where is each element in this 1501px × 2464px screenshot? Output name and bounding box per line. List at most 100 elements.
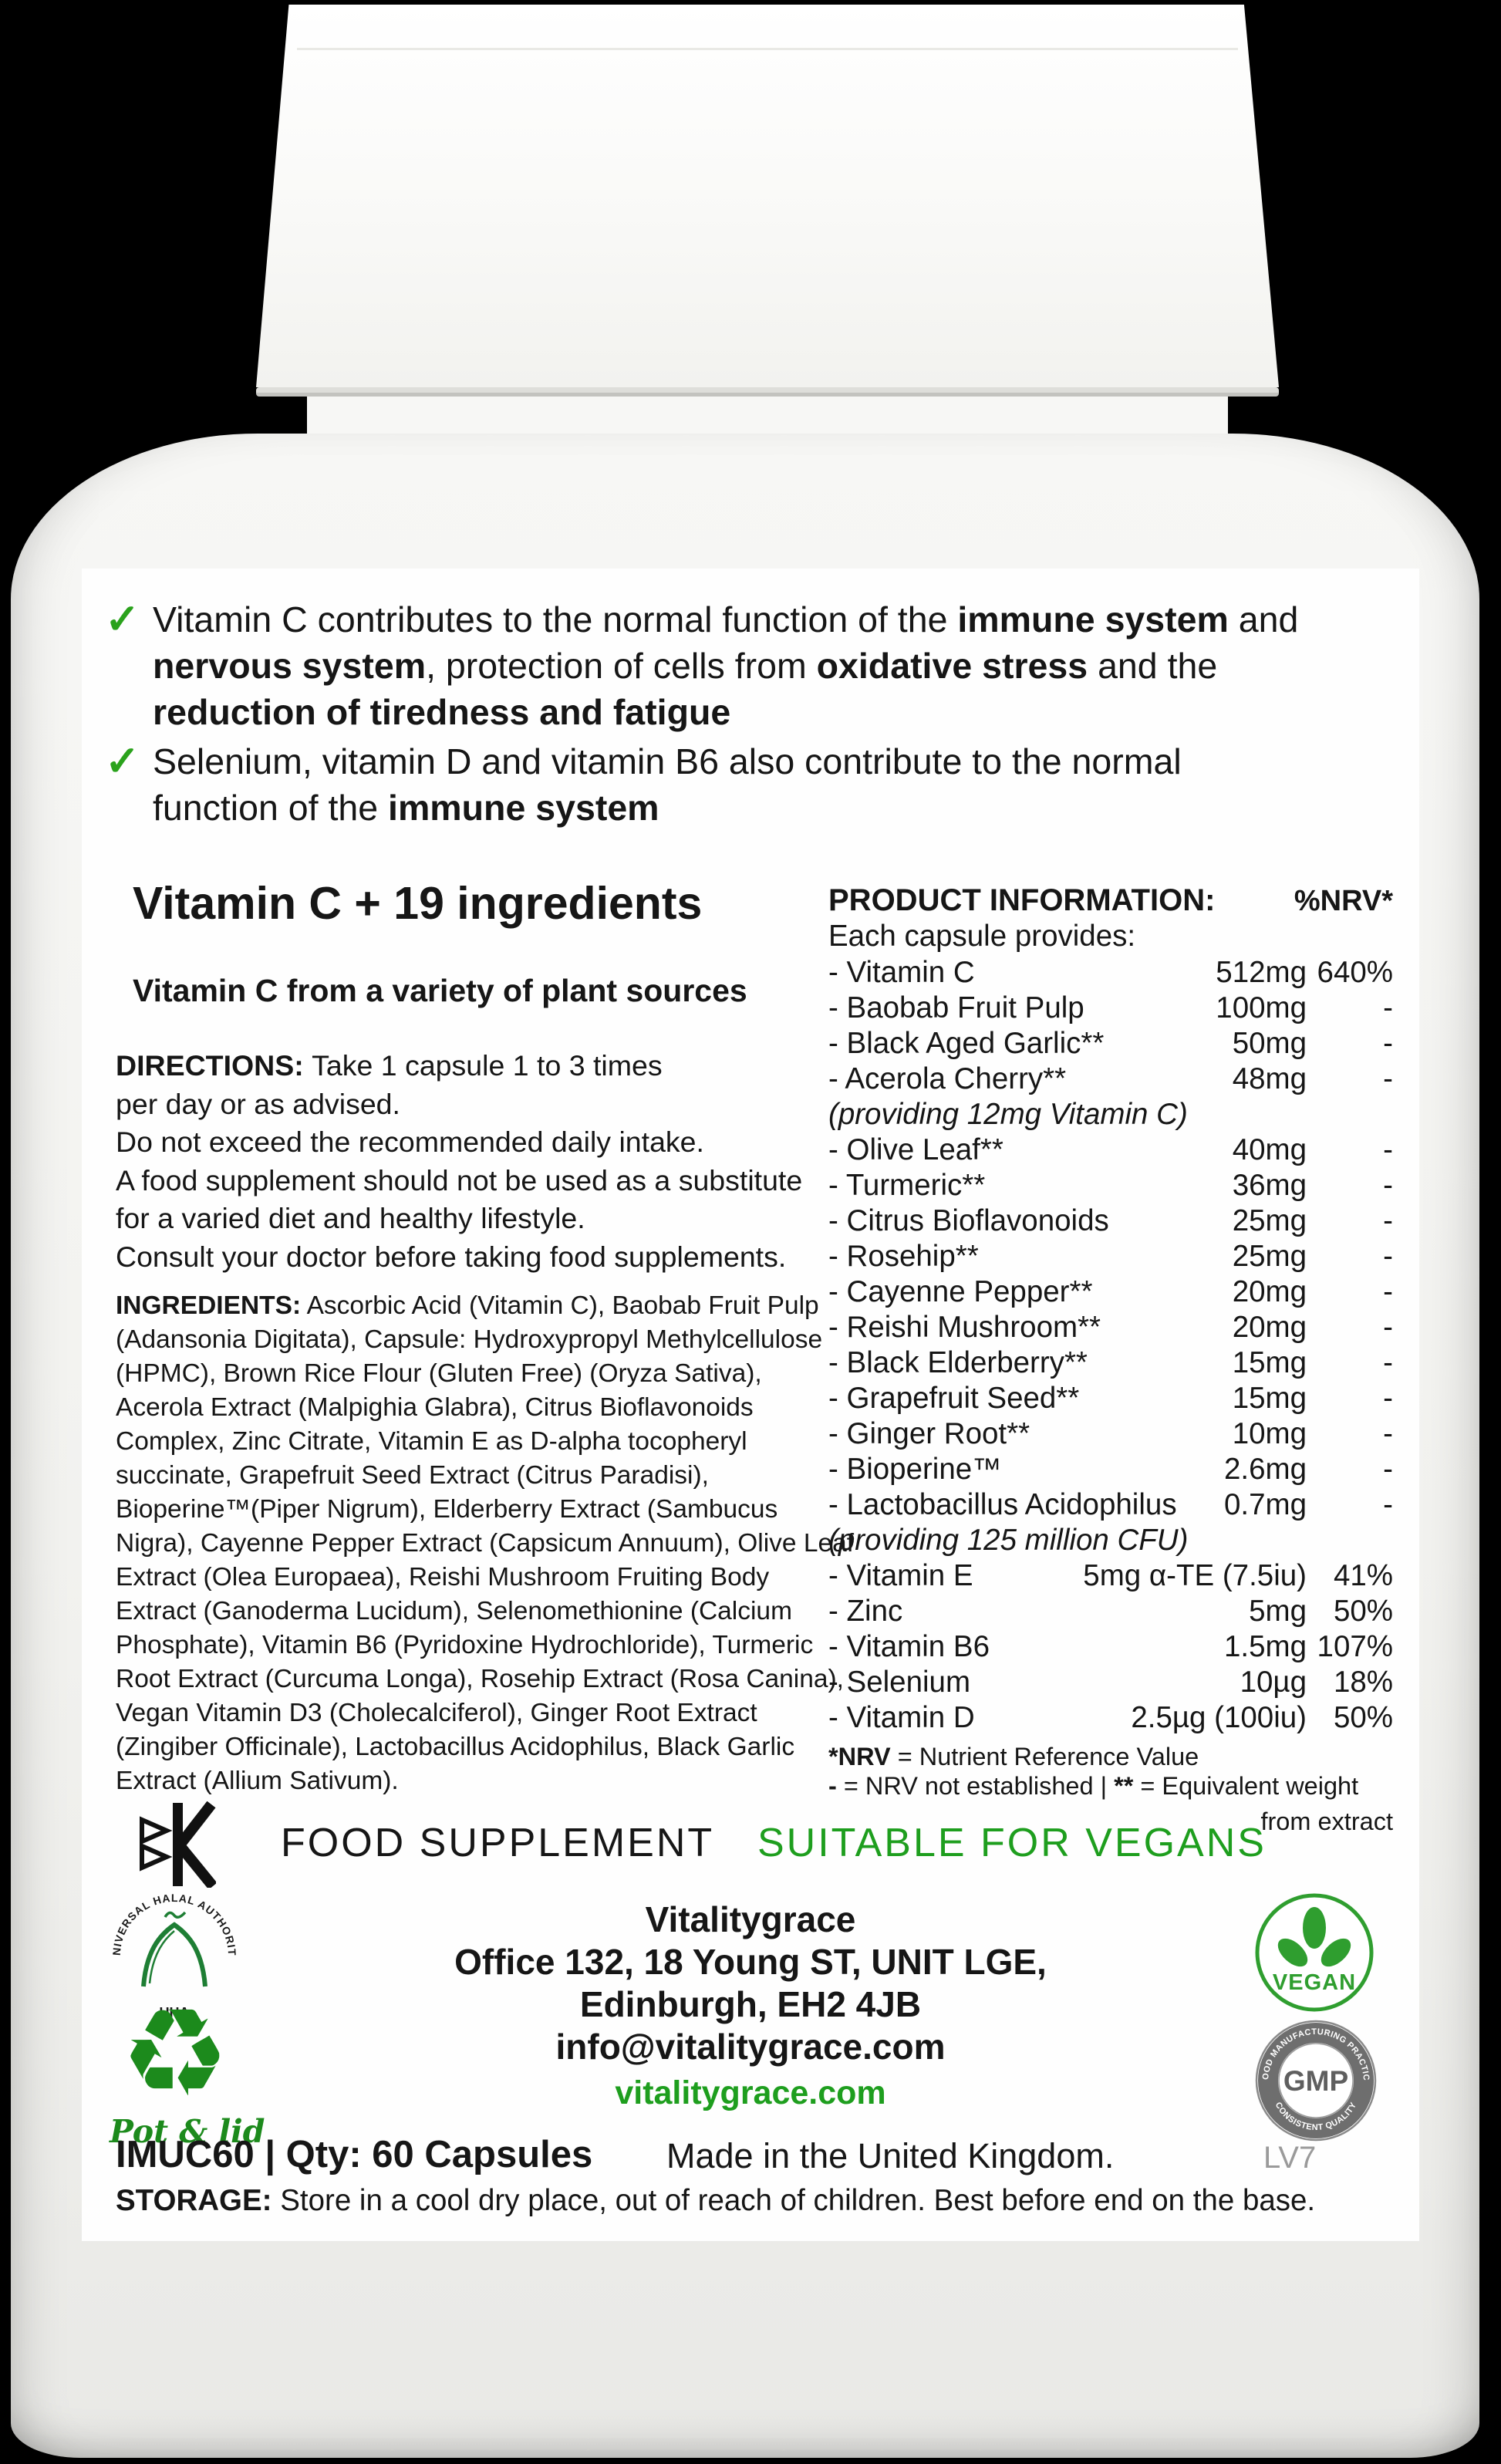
text-segment: Take 1 capsule 1 to 3 times [312, 1049, 663, 1082]
ingredient-amount: 100mg [1216, 991, 1307, 1024]
claims-list: ✓ Vitamin C contributes to the normal fun… [105, 596, 1324, 834]
table-row: - Vitamin D 2.5µg (100iu) 50% [828, 1700, 1393, 1736]
ingredient-amount: 15mg [1232, 1346, 1307, 1379]
table-row: - Acerola Cherry** 48mg - [828, 1062, 1393, 1097]
product-information-title: PRODUCT INFORMATION: [828, 883, 1216, 917]
ingredient-name: - Reishi Mushroom** [828, 1311, 1101, 1344]
table-row: - Bioperine™ 2.6mg - [828, 1452, 1393, 1487]
recycle-icon: ♻ [120, 1986, 230, 2121]
ingredient-nrv: 50% [1333, 1701, 1393, 1734]
ingredient-nrv: 640% [1317, 956, 1393, 989]
table-row: - Vitamin E 5mg α-TE (7.5iu) 41% [828, 1558, 1393, 1594]
ingredient-amount: 5mg α-TE (7.5iu) [1083, 1559, 1307, 1592]
ingredient-nrv: - [1383, 1169, 1393, 1202]
ingredient-name: - Lactobacillus Acidophilus [828, 1488, 1177, 1521]
text-segment: ** [1114, 1772, 1134, 1800]
vegan-badge-text: VEGAN [1273, 1970, 1356, 1995]
vegan-badge-icon: VEGAN [1253, 1891, 1376, 2018]
ingredient-nrv: 50% [1333, 1595, 1393, 1628]
text-segment: - [828, 1772, 844, 1800]
product-subtitle: Vitamin C from a variety of plant source… [133, 973, 747, 1008]
text-segment: = NRV not established | [843, 1772, 1115, 1800]
nrv-footnotes: *NRV = Nutrient Reference Value - = NRV n… [828, 1742, 1393, 1801]
gmp-badge-icon: GOOD MANUFACTURING PRACTICE CONSISTENT Q… [1250, 2012, 1378, 2146]
ingredient-name: - Vitamin C [828, 956, 975, 989]
text-segment: for a varied diet and healthy lifestyle. [116, 1202, 585, 1234]
table-row: - Reishi Mushroom** 20mg - [828, 1310, 1393, 1345]
text-segment: and [1228, 599, 1299, 640]
halal-authority-icon: UNIVERSAL HALAL AUTHORITY UHA [103, 1875, 241, 2032]
text-line: *NRV = Nutrient Reference Value [828, 1742, 1393, 1771]
ingredient-nrv: - [1383, 1133, 1393, 1166]
contact-email: info@vitalitygrace.com [555, 2027, 946, 2067]
claim-text: Selenium, vitamin D and vitamin B6 also … [153, 738, 1314, 831]
ingredient-nrv: - [1383, 1417, 1393, 1450]
ingredient-nrv: 41% [1333, 1559, 1393, 1592]
ingredient-amount: 48mg [1232, 1062, 1307, 1095]
claim-bullet: ✓ Selenium, vitamin D and vitamin B6 also… [105, 738, 1324, 831]
text-segment: nervous system [153, 646, 427, 686]
ingredient-amount: 10µg [1240, 1666, 1307, 1699]
website-url: vitalitygrace.com [615, 2074, 886, 2111]
ingredient-name: - Grapefruit Seed** [828, 1382, 1080, 1415]
ingredient-amount: 0.7mg [1223, 1488, 1307, 1521]
claim-bullet: ✓ Vitamin C contributes to the normal fun… [105, 596, 1324, 735]
table-row: - Cayenne Pepper** 20mg - [828, 1274, 1393, 1310]
table-row: - Citrus Bioflavonoids 25mg - [828, 1203, 1393, 1239]
ingredient-amount: 25mg [1232, 1240, 1307, 1273]
bottle-cap [256, 5, 1279, 387]
ingredient-amount: 5mg [1249, 1595, 1307, 1628]
ingredient-nrv: - [1383, 1346, 1393, 1379]
product-information-panel: PRODUCT INFORMATION: %NRV* Each capsule … [828, 883, 1393, 1836]
table-row: - Grapefruit Seed** 15mg - [828, 1381, 1393, 1416]
made-in-text: Made in the United Kingdom. [666, 2136, 1115, 2175]
table-row: - Selenium 10µg 18% [828, 1665, 1393, 1700]
halal-arc-text: UNIVERSAL HALAL AUTHORITY [103, 1875, 238, 1956]
text-line: Consult your doctor before taking food s… [116, 1238, 848, 1277]
ingredient-name: - Ginger Root** [828, 1417, 1030, 1450]
suitable-for-vegans-label: SUITABLE FOR VEGANS [757, 1821, 1267, 1865]
text-line: - = NRV not established | ** = Equivalen… [828, 1771, 1393, 1801]
text-line: for a varied diet and healthy lifestyle. [116, 1200, 848, 1238]
ingredient-nrv: 18% [1333, 1666, 1393, 1699]
ingredient-amount: 15mg [1232, 1382, 1307, 1415]
table-row: - Black Aged Garlic** 50mg - [828, 1026, 1393, 1062]
halal-sub-text: UHA [160, 2005, 190, 2020]
check-icon: ✓ [105, 738, 140, 785]
text-segment: = Equivalent weight [1133, 1772, 1359, 1800]
ingredient-name: - Turmeric** [828, 1169, 986, 1202]
svg-text:UNIVERSAL HALAL AUTHORITY: UNIVERSAL HALAL AUTHORITY [108, 1885, 238, 1956]
ingredient-amount: 2.6mg [1223, 1453, 1307, 1486]
ingredient-name: - Black Aged Garlic** [828, 1027, 1105, 1060]
table-row: - Zinc 5mg 50% [828, 1594, 1393, 1629]
ingredients-text: INGREDIENTS: Ascorbic Acid (Vitamin C), … [116, 1289, 855, 1798]
ingredient-nrv: 107% [1317, 1630, 1393, 1663]
ingredient-amount: 10mg [1232, 1417, 1307, 1450]
ingredient-name: - Zinc [828, 1595, 903, 1628]
table-row: - Ginger Root** 10mg - [828, 1416, 1393, 1452]
ingredient-nrv: - [1383, 1311, 1393, 1344]
text-segment: immune system [957, 599, 1229, 640]
ingredient-amount: 36mg [1232, 1169, 1307, 1202]
text-segment: , protection of cells from [426, 646, 817, 686]
food-supplement-label: FOOD SUPPLEMENT [281, 1821, 715, 1865]
storage-lead: STORAGE: [116, 2184, 272, 2217]
ingredient-name: - Vitamin E [828, 1559, 973, 1592]
text-segment: Vitamin C contributes to the normal func… [153, 599, 958, 640]
ingredient-amount: 25mg [1232, 1204, 1307, 1237]
gmp-center-text: GMP [1283, 2065, 1348, 2097]
text-segment: Do not exceed the recommended daily inta… [116, 1126, 704, 1158]
ingredient-name: - Bioperine™ [828, 1453, 1002, 1486]
text-segment: immune system [388, 788, 659, 828]
ingredient-nrv: - [1383, 1204, 1393, 1237]
table-row: - Turmeric** 36mg - [828, 1168, 1393, 1203]
ingredient-name: - Olive Leaf** [828, 1133, 1003, 1166]
storage-body: Store in a cool dry place, out of reach … [272, 2184, 1316, 2217]
product-information-header: PRODUCT INFORMATION: %NRV* [828, 883, 1393, 918]
ingredient-amount: 1.5mg [1223, 1630, 1307, 1663]
text-segment: per day or as advised. [116, 1087, 400, 1120]
sku-quantity: IMUC60 | Qty: 60 Capsules [116, 2134, 593, 2175]
provides-line: Each capsule provides: [828, 920, 1136, 953]
kosher-k-icon [136, 1801, 218, 1892]
nrv-column-header: %NRV* [1294, 885, 1393, 917]
